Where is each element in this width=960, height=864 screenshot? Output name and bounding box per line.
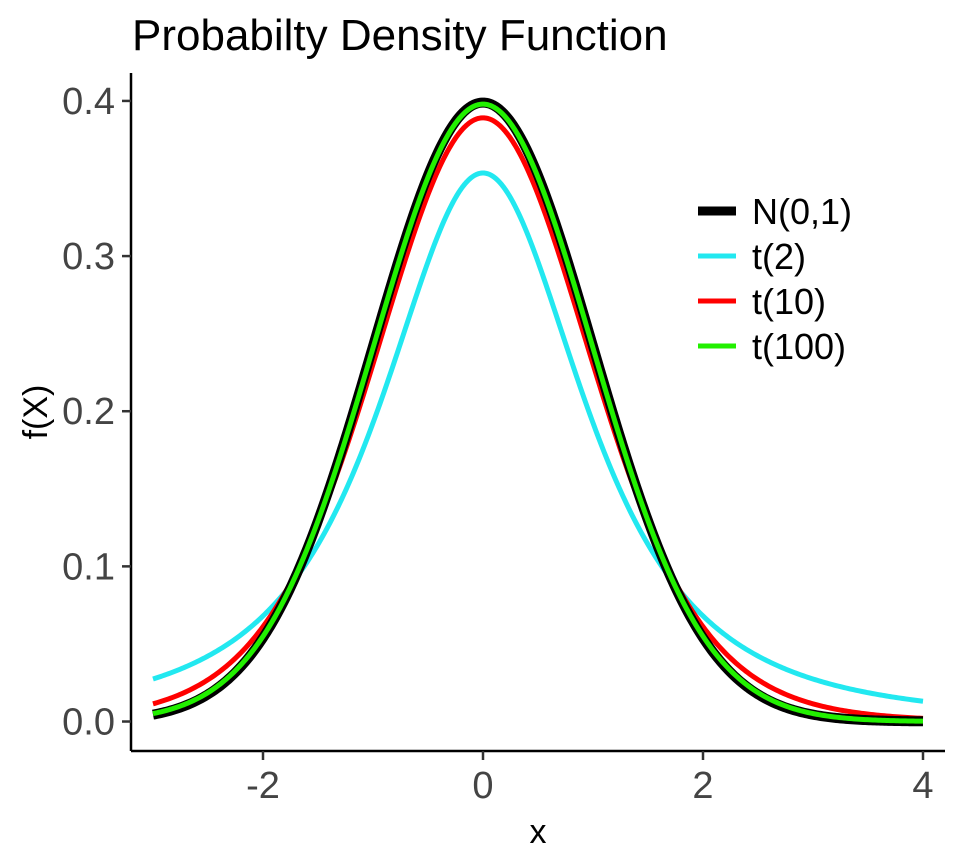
- x-tick-label: 0: [472, 765, 493, 807]
- x-axis-label: x: [530, 813, 547, 851]
- y-tick-label: 0.4: [62, 81, 115, 123]
- plot-lines: [149, 97, 927, 727]
- y-ticks: 0.0 0.1 0.2 0.3 0.4: [62, 81, 131, 744]
- series-line-t100: [152, 101, 924, 724]
- x-tick-label: 2: [692, 765, 713, 807]
- x-ticks: -2 0 2 4: [246, 751, 934, 807]
- legend: N(0,1)t(2)t(10)t(100): [698, 191, 852, 367]
- legend-label: t(100): [752, 326, 846, 367]
- y-tick-label: 0.2: [62, 391, 115, 433]
- y-axis-label: f(X): [17, 385, 55, 440]
- legend-label: N(0,1): [752, 191, 852, 232]
- legend-label: t(2): [752, 236, 806, 277]
- x-tick-label: -2: [246, 765, 280, 807]
- y-tick-label: 0.3: [62, 236, 115, 278]
- chart-title: Probabilty Density Function: [132, 11, 668, 60]
- x-tick-label: 4: [912, 765, 933, 807]
- y-tick-label: 0.0: [62, 702, 115, 744]
- y-tick-label: 0.1: [62, 546, 115, 588]
- legend-label: t(10): [752, 281, 826, 322]
